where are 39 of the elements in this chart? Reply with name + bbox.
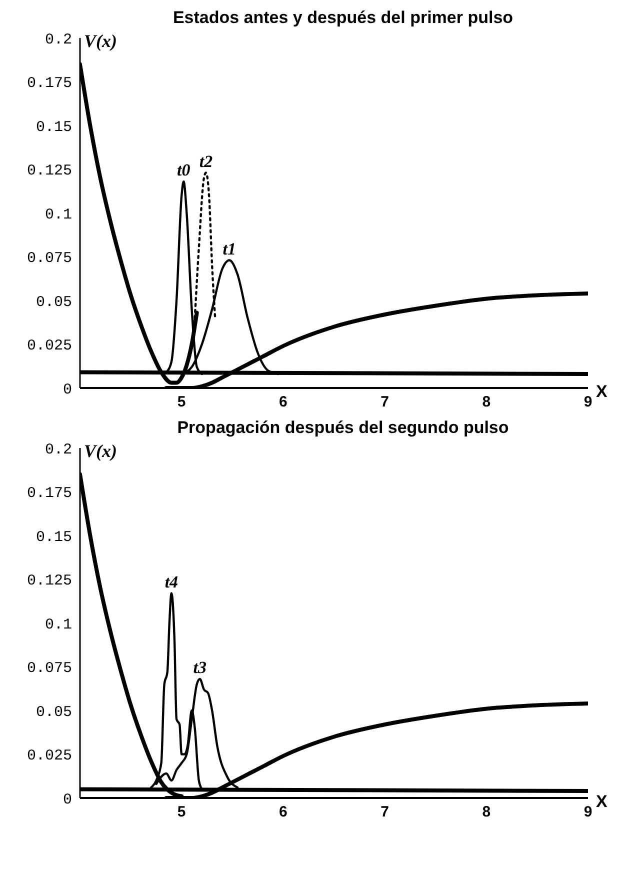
- x-tick-label: 9: [584, 394, 592, 411]
- x-axis-title: X: [596, 382, 608, 402]
- y-axis-title: V(x): [84, 30, 117, 51]
- y-tick-label: 0.1: [44, 206, 72, 224]
- y-tick-label: 0: [62, 381, 72, 398]
- x-tick-label: 7: [380, 804, 389, 821]
- series-label: t2: [199, 152, 214, 171]
- y-tick-label: 0.075: [26, 250, 72, 268]
- x-tick-label: 6: [279, 394, 288, 411]
- y-tick-label: 0.025: [26, 338, 72, 355]
- y-tick-label: 0.15: [36, 118, 72, 136]
- y-tick-label: 0.025: [26, 748, 72, 765]
- y-tick-label: 0.125: [26, 572, 72, 590]
- series-label: t0: [177, 160, 191, 180]
- series-label: t1: [222, 239, 236, 258]
- y-axis-title: V(x): [84, 440, 117, 461]
- x-tick-label: 8: [482, 804, 491, 821]
- x-tick-label: 7: [380, 394, 389, 411]
- series-label: t4: [164, 572, 178, 592]
- x-tick-label: 9: [584, 804, 592, 821]
- y-tick-label: 0.175: [26, 485, 72, 502]
- x-axis-title: X: [596, 792, 608, 812]
- y-tick-label: 0.05: [36, 704, 72, 721]
- y-tick-label: 0.1: [44, 616, 72, 634]
- chart-title: Propagación después del segundo pulso: [176, 418, 510, 438]
- series-label: t3: [193, 658, 207, 677]
- x-tick-label: 5: [177, 804, 186, 821]
- x-tick-label: 6: [279, 804, 288, 821]
- y-tick-label: 0.2: [44, 441, 72, 458]
- y-tick-label: 0.125: [26, 162, 72, 180]
- x-tick-label: 8: [482, 394, 491, 411]
- chart-title: Estados antes y después del primer pulso: [172, 8, 514, 28]
- y-tick-label: 0.075: [26, 660, 72, 678]
- x-tick-label: 5: [177, 394, 186, 411]
- y-tick-label: 0.2: [44, 31, 72, 48]
- y-tick-label: 0.15: [36, 528, 72, 546]
- y-tick-label: 0.05: [36, 294, 72, 311]
- y-tick-label: 0.175: [26, 75, 72, 92]
- y-tick-label: 0: [62, 791, 72, 808]
